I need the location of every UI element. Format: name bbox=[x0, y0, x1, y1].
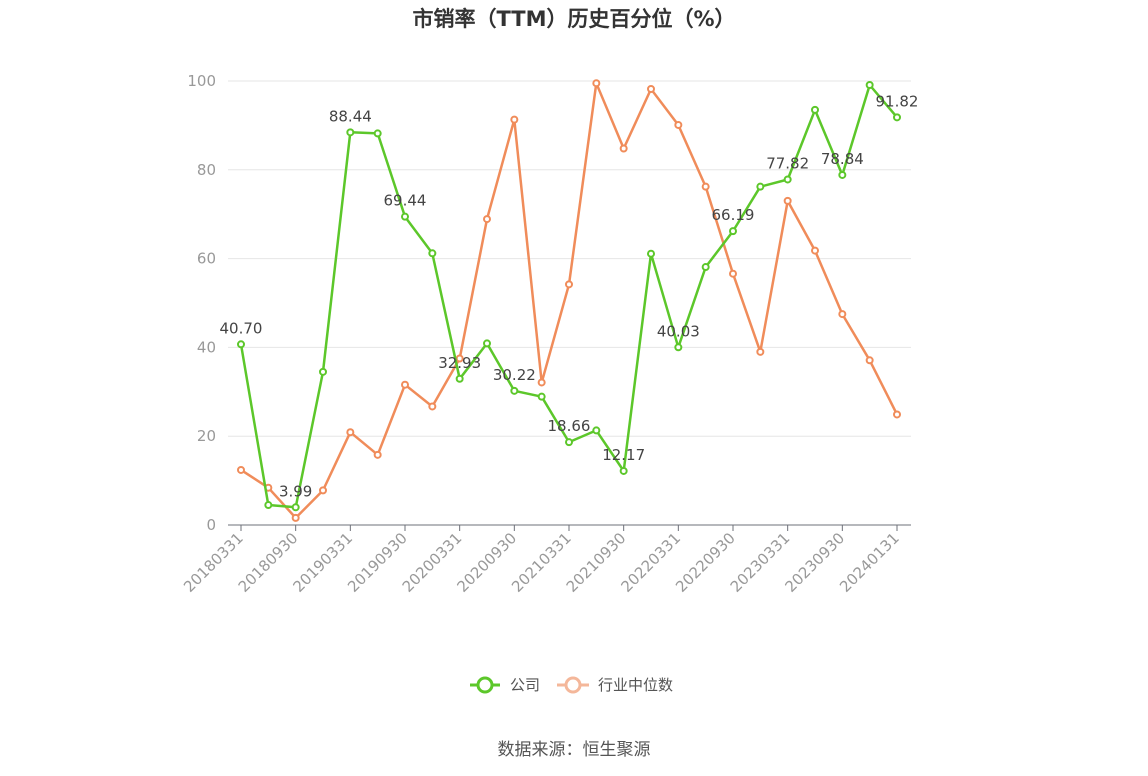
data-point bbox=[893, 113, 901, 122]
data-point bbox=[237, 465, 245, 474]
data-point bbox=[401, 212, 409, 221]
data-label: 40.70 bbox=[220, 319, 263, 337]
data-point bbox=[373, 450, 382, 459]
data-point bbox=[729, 227, 737, 236]
data-point bbox=[838, 310, 847, 319]
grid-lines bbox=[228, 80, 911, 437]
x-tick-label: 20240131 bbox=[836, 529, 903, 596]
data-point bbox=[619, 466, 628, 475]
legend-marker-industry bbox=[564, 676, 582, 694]
data-label: 40.03 bbox=[657, 322, 700, 340]
data-point bbox=[783, 196, 792, 205]
legend: 公司 行业中位数 bbox=[470, 676, 673, 694]
data-point bbox=[647, 249, 655, 258]
y-tick-label: 60 bbox=[197, 250, 216, 268]
series-layer bbox=[237, 79, 901, 522]
data-label: 32.93 bbox=[438, 354, 481, 372]
data-point bbox=[537, 378, 546, 387]
data-point bbox=[674, 343, 683, 352]
y-tick-label: 20 bbox=[197, 427, 216, 445]
data-label: 30.22 bbox=[493, 366, 536, 384]
data-point bbox=[729, 269, 737, 278]
data-point bbox=[537, 392, 546, 401]
chart-title: 市销率（TTM）历史百分位（%） bbox=[412, 7, 735, 31]
legend-item-company[interactable]: 公司 bbox=[470, 676, 540, 694]
data-label: 91.82 bbox=[876, 92, 919, 110]
data-point bbox=[811, 246, 819, 255]
data-point bbox=[619, 144, 628, 153]
legend-label-industry: 行业中位数 bbox=[598, 676, 673, 694]
data-point bbox=[893, 410, 901, 419]
data-source: 数据来源：恒生聚源 bbox=[498, 740, 651, 760]
data-point bbox=[647, 84, 655, 93]
data-point bbox=[510, 115, 519, 124]
data-point bbox=[346, 128, 355, 137]
data-point bbox=[865, 80, 874, 89]
data-point bbox=[319, 486, 327, 495]
data-point bbox=[701, 182, 710, 191]
y-tick-label: 40 bbox=[197, 338, 216, 356]
data-point bbox=[701, 263, 710, 272]
y-tick-label: 80 bbox=[197, 161, 216, 179]
y-tick-label: 100 bbox=[187, 72, 216, 90]
data-label: 77.82 bbox=[766, 154, 809, 172]
data-point bbox=[865, 356, 874, 365]
data-point bbox=[291, 503, 300, 512]
data-point bbox=[783, 175, 792, 184]
data-point bbox=[319, 367, 327, 376]
data-point bbox=[756, 182, 765, 191]
data-point bbox=[565, 438, 573, 447]
data-label: 18.66 bbox=[548, 417, 591, 435]
data-point bbox=[565, 280, 573, 289]
data-point bbox=[291, 513, 300, 522]
data-point bbox=[455, 354, 464, 363]
data-point bbox=[838, 170, 847, 179]
data-labels: 40.70 3.99 88.44 69.44 32.93 30.22 18.66 12.17 4… bbox=[220, 92, 919, 500]
data-point bbox=[811, 105, 819, 114]
data-label: 66.19 bbox=[712, 206, 755, 224]
data-point bbox=[237, 340, 245, 349]
data-label: 12.17 bbox=[602, 446, 645, 464]
data-point bbox=[510, 386, 519, 395]
data-point bbox=[428, 402, 437, 411]
data-point bbox=[346, 428, 355, 437]
data-point bbox=[592, 79, 601, 88]
data-point bbox=[455, 374, 464, 383]
data-label: 3.99 bbox=[279, 482, 312, 500]
data-label: 88.44 bbox=[329, 107, 372, 125]
data-point bbox=[483, 215, 491, 224]
y-tick-label: 0 bbox=[206, 516, 216, 534]
legend-marker-company bbox=[476, 676, 494, 694]
legend-label-company: 公司 bbox=[510, 676, 540, 694]
y-axis: 0 20 40 60 80 100 bbox=[187, 72, 216, 534]
data-label: 69.44 bbox=[384, 192, 427, 210]
data-point bbox=[483, 339, 491, 348]
data-point bbox=[756, 347, 765, 356]
data-point bbox=[373, 129, 382, 138]
data-point bbox=[264, 501, 273, 510]
x-axis: 2018033120180930201903312019093020200331… bbox=[180, 524, 911, 596]
legend-item-industry-median[interactable]: 行业中位数 bbox=[557, 676, 673, 694]
data-point bbox=[428, 249, 437, 258]
data-point bbox=[592, 426, 601, 435]
data-point bbox=[674, 120, 683, 129]
data-point bbox=[401, 380, 409, 389]
data-label: 78.84 bbox=[821, 150, 864, 168]
